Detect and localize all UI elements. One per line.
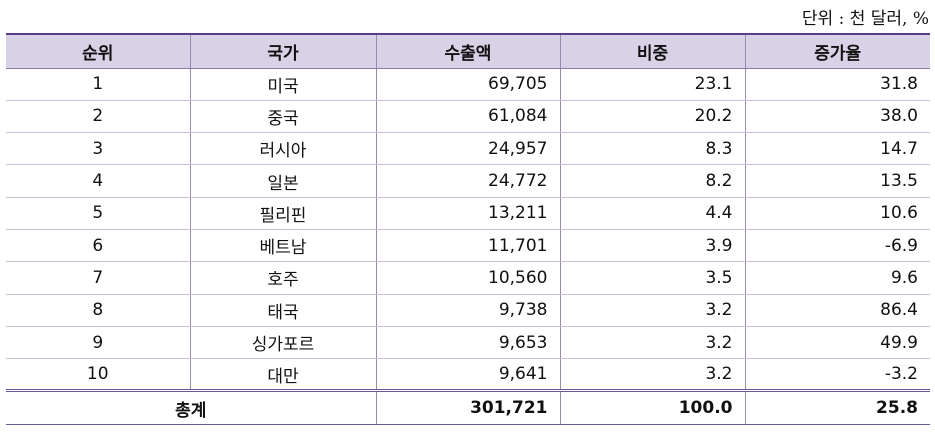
cell-export: 9,653 xyxy=(375,326,561,360)
cell-rank: 9 xyxy=(6,326,191,360)
table-row: 1 미국 69,705 23.1 31.8 xyxy=(6,68,930,101)
cell-rank: 6 xyxy=(6,229,191,263)
cell-export: 13,211 xyxy=(375,197,561,230)
cell-share: 4.4 xyxy=(559,197,746,230)
cell-export: 9,641 xyxy=(375,358,561,393)
table-row: 6 베트남 11,701 3.9 -6.9 xyxy=(6,229,930,263)
cell-growth: 13.5 xyxy=(744,164,930,198)
cell-growth: 86.4 xyxy=(744,294,930,327)
total-growth: 25.8 xyxy=(744,390,930,426)
total-row: 총계 301,721 100.0 25.8 xyxy=(6,390,930,426)
export-table: 순위 국가 수출액 비중 증가율 1 미국 69,705 23.1 31.8 2 중국 61,… xyxy=(6,33,930,426)
unit-note: 단위 : 천 달러, % xyxy=(801,9,929,29)
cell-country: 베트남 xyxy=(189,229,377,263)
cell-rank: 1 xyxy=(6,68,191,101)
cell-growth: 9.6 xyxy=(744,261,930,295)
cell-rank: 8 xyxy=(6,294,191,327)
cell-country: 중국 xyxy=(189,100,377,134)
cell-growth: 10.6 xyxy=(744,197,930,230)
header-row: 순위 국가 수출액 비중 증가율 xyxy=(6,33,930,69)
cell-growth: -6.9 xyxy=(744,229,930,263)
cell-share: 20.2 xyxy=(559,100,746,134)
cell-rank: 7 xyxy=(6,261,191,295)
table-row: 10 대만 9,641 3.2 -3.2 xyxy=(6,358,930,393)
cell-export: 61,084 xyxy=(375,100,561,134)
cell-growth: 38.0 xyxy=(744,100,930,134)
table-body: 1 미국 69,705 23.1 31.8 2 중국 61,084 20.2 38.0 3 러시아 24… xyxy=(6,68,930,393)
cell-export: 69,705 xyxy=(375,68,561,101)
cell-country: 미국 xyxy=(189,68,377,101)
cell-growth: 14.7 xyxy=(744,132,930,166)
header-share: 비중 xyxy=(559,33,746,69)
table-row: 9 싱가포르 9,653 3.2 49.9 xyxy=(6,326,930,360)
header-rank: 순위 xyxy=(6,33,191,69)
cell-share: 3.9 xyxy=(559,229,746,263)
total-label: 총계 xyxy=(6,390,377,426)
cell-growth: -3.2 xyxy=(744,358,930,393)
cell-rank: 2 xyxy=(6,100,191,134)
table-row: 4 일본 24,772 8.2 13.5 xyxy=(6,164,930,198)
cell-share: 8.2 xyxy=(559,164,746,198)
total-export: 301,721 xyxy=(375,390,561,426)
header-country: 국가 xyxy=(189,33,377,69)
cell-export: 11,701 xyxy=(375,229,561,263)
cell-country: 대만 xyxy=(189,358,377,393)
cell-rank: 4 xyxy=(6,164,191,198)
cell-share: 3.5 xyxy=(559,261,746,295)
header-export: 수출액 xyxy=(375,33,561,69)
cell-country: 일본 xyxy=(189,164,377,198)
cell-country: 싱가포르 xyxy=(189,326,377,360)
table-row: 3 러시아 24,957 8.3 14.7 xyxy=(6,132,930,166)
cell-rank: 10 xyxy=(6,358,191,393)
table-row: 2 중국 61,084 20.2 38.0 xyxy=(6,100,930,134)
cell-export: 9,738 xyxy=(375,294,561,327)
cell-rank: 5 xyxy=(6,197,191,230)
cell-export: 24,772 xyxy=(375,164,561,198)
cell-share: 8.3 xyxy=(559,132,746,166)
cell-export: 24,957 xyxy=(375,132,561,166)
cell-share: 23.1 xyxy=(559,68,746,101)
cell-share: 3.2 xyxy=(559,326,746,360)
table-row: 8 태국 9,738 3.2 86.4 xyxy=(6,294,930,327)
cell-country: 러시아 xyxy=(189,132,377,166)
cell-country: 태국 xyxy=(189,294,377,327)
cell-growth: 49.9 xyxy=(744,326,930,360)
total-share: 100.0 xyxy=(559,390,746,426)
table-row: 7 호주 10,560 3.5 9.6 xyxy=(6,261,930,295)
cell-rank: 3 xyxy=(6,132,191,166)
cell-share: 3.2 xyxy=(559,294,746,327)
cell-export: 10,560 xyxy=(375,261,561,295)
cell-country: 필리핀 xyxy=(189,197,377,230)
header-growth: 증가율 xyxy=(744,33,930,69)
cell-share: 3.2 xyxy=(559,358,746,393)
cell-country: 호주 xyxy=(189,261,377,295)
cell-growth: 31.8 xyxy=(744,68,930,101)
table-row: 5 필리핀 13,211 4.4 10.6 xyxy=(6,197,930,230)
